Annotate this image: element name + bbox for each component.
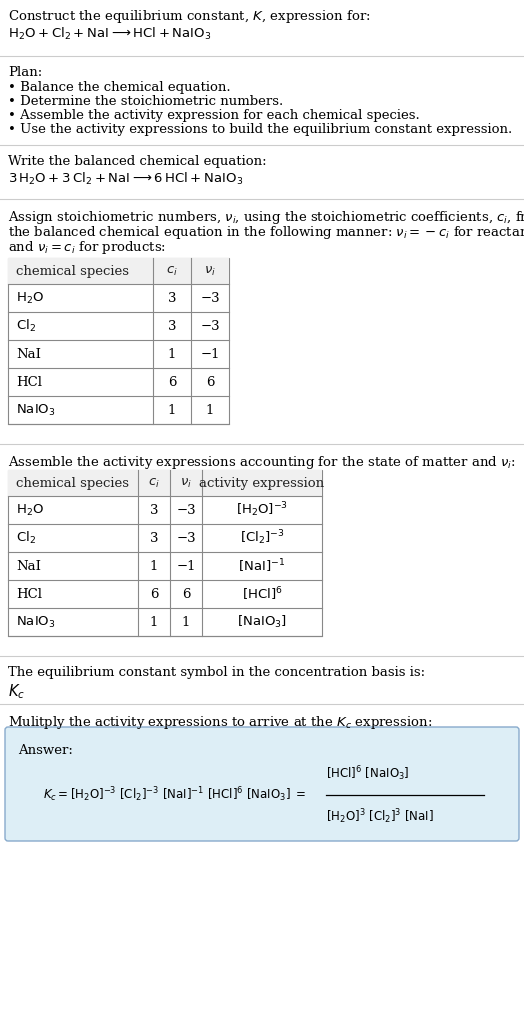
Text: $\mathrm{NaIO_3}$: $\mathrm{NaIO_3}$ [16, 403, 56, 418]
Text: −3: −3 [176, 503, 196, 517]
Text: the balanced chemical equation in the following manner: $\nu_i = -c_i$ for react: the balanced chemical equation in the fo… [8, 224, 524, 242]
Text: 3: 3 [150, 532, 158, 544]
Text: 6: 6 [182, 588, 190, 600]
Text: 1: 1 [182, 615, 190, 629]
Text: 1: 1 [168, 404, 176, 417]
Text: chemical species: chemical species [16, 265, 129, 277]
Text: $[\mathrm{NaIO_3}]$: $[\mathrm{NaIO_3}]$ [237, 614, 287, 630]
Text: The equilibrium constant symbol in the concentration basis is:: The equilibrium constant symbol in the c… [8, 666, 425, 679]
Text: activity expression: activity expression [200, 477, 324, 489]
Text: −1: −1 [200, 347, 220, 361]
Text: $\mathrm{H_2O}$: $\mathrm{H_2O}$ [16, 290, 44, 306]
Text: • Balance the chemical equation.: • Balance the chemical equation. [8, 81, 231, 94]
Text: Plan:: Plan: [8, 66, 42, 79]
Text: $K_c = [\mathrm{H_2O}]^{-3}\ [\mathrm{Cl_2}]^{-3}\ [\mathrm{NaI}]^{-1}\ [\mathrm: $K_c = [\mathrm{H_2O}]^{-3}\ [\mathrm{Cl… [43, 786, 307, 804]
Text: $[\mathrm{NaI}]^{-1}$: $[\mathrm{NaI}]^{-1}$ [238, 557, 286, 575]
Text: $[\mathrm{HCl}]^6\ [\mathrm{NaIO_3}]$: $[\mathrm{HCl}]^6\ [\mathrm{NaIO_3}]$ [326, 764, 410, 783]
Text: −1: −1 [176, 559, 196, 573]
Text: and $\nu_i = c_i$ for products:: and $\nu_i = c_i$ for products: [8, 239, 166, 256]
Text: Construct the equilibrium constant, $K$, expression for:: Construct the equilibrium constant, $K$,… [8, 8, 370, 25]
Text: −3: −3 [176, 532, 196, 544]
Text: $\mathrm{Cl_2}$: $\mathrm{Cl_2}$ [16, 530, 36, 546]
Text: 1: 1 [150, 559, 158, 573]
Text: $\mathrm{Cl_2}$: $\mathrm{Cl_2}$ [16, 318, 36, 334]
Text: −3: −3 [200, 320, 220, 332]
Text: $\mathrm{3\,H_2O + 3\,Cl_2 + NaI \longrightarrow 6\,HCl + NaIO_3}$: $\mathrm{3\,H_2O + 3\,Cl_2 + NaI \longri… [8, 171, 243, 187]
Text: $[\mathrm{H_2O}]^3\ [\mathrm{Cl_2}]^3\ [\mathrm{NaI}]$: $[\mathrm{H_2O}]^3\ [\mathrm{Cl_2}]^3\ [… [326, 807, 434, 825]
Bar [8, 470, 322, 496]
Text: 3: 3 [168, 291, 176, 305]
Text: chemical species: chemical species [16, 477, 129, 489]
Bar [8, 258, 229, 424]
Text: $\mathrm{H_2O + Cl_2 + NaI \longrightarrow HCl + NaIO_3}$: $\mathrm{H_2O + Cl_2 + NaI \longrightarr… [8, 26, 212, 42]
Text: 6: 6 [168, 375, 176, 388]
Text: $\nu_i$: $\nu_i$ [180, 477, 192, 489]
Text: 3: 3 [150, 503, 158, 517]
Text: 1: 1 [150, 615, 158, 629]
Bar [8, 470, 322, 636]
Bar [8, 258, 229, 284]
Text: −3: −3 [200, 291, 220, 305]
Text: Write the balanced chemical equation:: Write the balanced chemical equation: [8, 155, 267, 168]
Text: $[\mathrm{HCl}]^6$: $[\mathrm{HCl}]^6$ [242, 585, 282, 603]
Text: HCl: HCl [16, 588, 42, 600]
Text: NaI: NaI [16, 347, 41, 361]
Text: • Determine the stoichiometric numbers.: • Determine the stoichiometric numbers. [8, 95, 283, 108]
FancyBboxPatch shape [5, 727, 519, 841]
Text: 3: 3 [168, 320, 176, 332]
Text: NaI: NaI [16, 559, 41, 573]
Text: $\nu_i$: $\nu_i$ [204, 265, 216, 277]
Text: • Assemble the activity expression for each chemical species.: • Assemble the activity expression for e… [8, 109, 420, 122]
Text: • Use the activity expressions to build the equilibrium constant expression.: • Use the activity expressions to build … [8, 123, 512, 136]
Text: Assign stoichiometric numbers, $\nu_i$, using the stoichiometric coefficients, $: Assign stoichiometric numbers, $\nu_i$, … [8, 209, 524, 226]
Text: $[\mathrm{H_2O}]^{-3}$: $[\mathrm{H_2O}]^{-3}$ [236, 500, 288, 520]
Text: $K_c$: $K_c$ [8, 682, 25, 701]
Text: $c_i$: $c_i$ [148, 477, 160, 489]
Text: 6: 6 [150, 588, 158, 600]
Text: 6: 6 [206, 375, 214, 388]
Text: Mulitply the activity expressions to arrive at the $K_c$ expression:: Mulitply the activity expressions to arr… [8, 714, 432, 731]
Text: $[\mathrm{Cl_2}]^{-3}$: $[\mathrm{Cl_2}]^{-3}$ [239, 529, 285, 547]
Text: $\mathrm{NaIO_3}$: $\mathrm{NaIO_3}$ [16, 614, 56, 630]
Text: $c_i$: $c_i$ [166, 265, 178, 277]
Text: 1: 1 [168, 347, 176, 361]
Text: HCl: HCl [16, 375, 42, 388]
Text: Assemble the activity expressions accounting for the state of matter and $\nu_i$: Assemble the activity expressions accoun… [8, 454, 516, 471]
Text: $\mathrm{H_2O}$: $\mathrm{H_2O}$ [16, 502, 44, 518]
Text: 1: 1 [206, 404, 214, 417]
Text: Answer:: Answer: [18, 744, 73, 757]
